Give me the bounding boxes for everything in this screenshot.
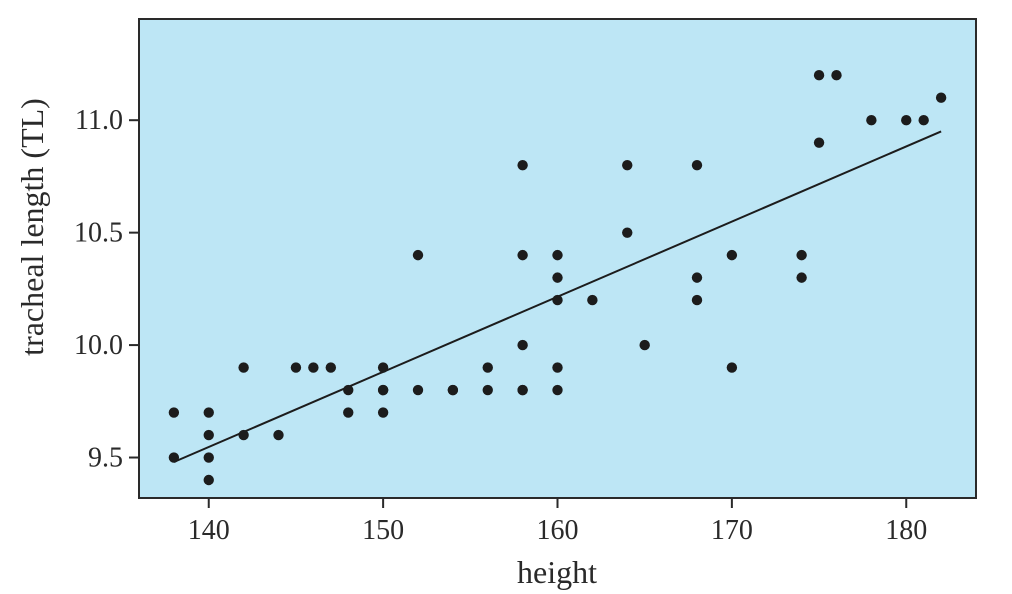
data-point <box>935 92 947 103</box>
y-tick-label: 11.0 <box>75 105 123 136</box>
data-point <box>517 159 528 171</box>
data-point <box>238 429 249 441</box>
data-point <box>377 362 389 373</box>
data-point <box>901 114 912 126</box>
data-point <box>377 384 389 396</box>
data-point <box>168 407 180 418</box>
data-point <box>813 70 825 81</box>
data-point <box>203 429 214 441</box>
x-tick-label: 180 <box>885 515 927 546</box>
data-point <box>552 272 563 283</box>
data-point <box>203 474 214 486</box>
data-point <box>552 294 563 306</box>
data-point <box>517 249 528 261</box>
y-axis-label: tracheal length (TL) <box>14 98 50 356</box>
data-point <box>831 70 842 81</box>
data-point <box>203 452 214 463</box>
data-point <box>552 362 563 373</box>
x-tick-label: 170 <box>711 515 753 546</box>
data-point <box>622 159 633 171</box>
data-point <box>482 362 493 373</box>
data-point <box>325 362 337 373</box>
x-axis-label: height <box>517 554 597 590</box>
data-point <box>517 384 528 396</box>
data-point <box>412 384 424 396</box>
data-point <box>168 452 180 463</box>
data-point <box>866 114 877 126</box>
data-point <box>290 362 302 373</box>
data-point <box>482 384 493 396</box>
data-point <box>622 227 633 238</box>
data-point <box>587 294 598 306</box>
data-point <box>796 249 807 261</box>
y-tick-label: 10.0 <box>74 330 123 361</box>
axis-ticks: 140 150 160 170 180 9.5 10.0 10.5 11.0 <box>74 105 927 546</box>
data-point <box>552 384 563 396</box>
data-point <box>238 362 249 373</box>
data-point <box>691 294 703 306</box>
x-tick-label: 140 <box>188 515 230 546</box>
data-point <box>552 249 563 261</box>
data-point <box>203 407 214 418</box>
data-point <box>726 249 738 261</box>
data-point <box>343 384 354 396</box>
data-point <box>691 159 703 171</box>
plot-frame <box>138 18 977 499</box>
data-points <box>168 70 947 486</box>
data-point <box>918 114 929 126</box>
data-point <box>796 272 807 283</box>
data-point <box>273 429 284 441</box>
data-point <box>691 272 703 283</box>
y-tick-label: 10.5 <box>74 218 123 249</box>
data-point <box>447 384 459 396</box>
data-point <box>412 249 424 261</box>
data-point <box>813 137 825 148</box>
data-point <box>726 362 738 373</box>
x-tick-label: 150 <box>362 515 404 546</box>
data-point <box>639 339 650 351</box>
data-point <box>377 407 389 418</box>
x-tick-label: 160 <box>537 515 579 546</box>
data-point <box>343 407 354 418</box>
y-tick-label: 9.5 <box>88 443 123 474</box>
data-point <box>308 362 319 373</box>
data-point <box>517 339 528 351</box>
